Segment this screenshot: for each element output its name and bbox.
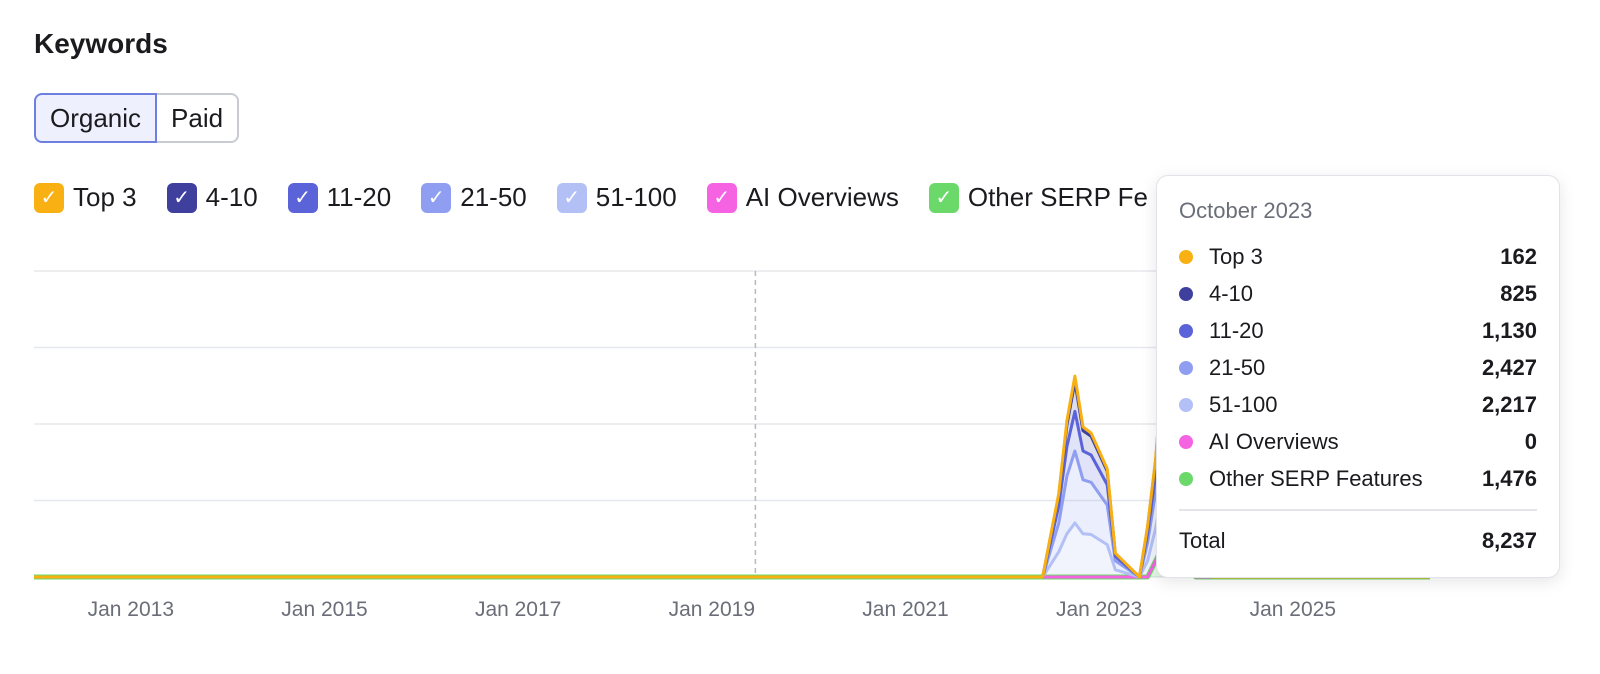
tooltip-row: AI Overviews 0 xyxy=(1179,423,1537,460)
legend-item-5[interactable]: ✓ AI Overviews xyxy=(706,182,899,213)
series-area xyxy=(34,444,1430,577)
legend-checkbox-icon[interactable]: ✓ xyxy=(928,182,959,213)
tooltip-row: 21-50 2,427 xyxy=(1179,349,1537,386)
tooltip-divider xyxy=(1179,509,1537,511)
organic-tab[interactable]: Organic xyxy=(34,93,158,143)
tooltip-series-value: 1,476 xyxy=(1481,465,1537,491)
x-tick-label: Jan 2013 xyxy=(88,598,174,621)
tooltip-date: October 2023 xyxy=(1179,198,1313,223)
page-title: Keywords xyxy=(34,28,168,59)
x-tick-label: Jan 2023 xyxy=(1056,598,1142,621)
series-dot-icon xyxy=(1179,471,1193,486)
x-tick-label: Jan 2015 xyxy=(281,598,367,621)
legend-item-1[interactable]: ✓ 4-10 xyxy=(166,182,258,213)
x-tick-label: Jan 2019 xyxy=(669,598,755,621)
legend-label: 11-20 xyxy=(326,182,392,212)
legend-label: 4-10 xyxy=(205,182,258,212)
series-dot-icon xyxy=(1179,434,1193,449)
tooltip-row: 11-20 1,130 xyxy=(1179,312,1537,349)
tooltip-total-label: Total xyxy=(1179,528,1226,553)
series-dot-icon xyxy=(1179,249,1193,264)
tooltip-series-name: Other SERP Features xyxy=(1209,465,1423,491)
tooltip-series-value: 2,427 xyxy=(1481,354,1537,380)
tooltip-series-name: 51-100 xyxy=(1209,391,1278,417)
x-tick-label: Jan 2025 xyxy=(1250,598,1336,621)
tooltip-series-value: 825 xyxy=(1500,280,1537,306)
legend-checkbox-icon[interactable]: ✓ xyxy=(421,182,452,213)
tooltip-row: 51-100 2,217 xyxy=(1179,386,1537,423)
tooltip-series-name: 21-50 xyxy=(1209,354,1266,380)
series-dot-icon xyxy=(1179,397,1193,412)
tooltip-series-value: 162 xyxy=(1500,243,1537,269)
tooltip-series-name: AI Overviews xyxy=(1209,428,1339,454)
tooltip-total-value: 8,237 xyxy=(1481,528,1537,553)
tooltip-series-value: 2,217 xyxy=(1481,391,1537,417)
chart-tooltip: October 2023 Top 3 162 4-10 825 11-20 1,130 21… xyxy=(1156,175,1560,578)
legend-checkbox-icon[interactable]: ✓ xyxy=(166,182,197,213)
legend-checkbox-icon[interactable]: ✓ xyxy=(287,182,318,213)
tooltip-row: Top 3 162 xyxy=(1179,238,1537,275)
legend-item-2[interactable]: ✓ 11-20 xyxy=(287,182,392,213)
tooltip-row: Other SERP Features 1,476 xyxy=(1179,460,1537,497)
legend-label: 21-50 xyxy=(460,182,527,212)
legend-label: AI Overviews xyxy=(745,182,899,212)
tooltip-row: 4-10 825 xyxy=(1179,275,1537,312)
tooltip-series-name: Top 3 xyxy=(1209,243,1263,269)
tooltip-series-name: 11-20 xyxy=(1209,317,1264,343)
legend-item-0[interactable]: ✓ Top 3 xyxy=(34,182,137,213)
tooltip-series-name: 4-10 xyxy=(1209,280,1254,306)
series-dot-icon xyxy=(1179,360,1193,375)
legend-checkbox-icon[interactable]: ✓ xyxy=(556,182,587,213)
series-area xyxy=(34,356,1430,577)
legend-item-6[interactable]: ✓ Other SERP Fe xyxy=(928,182,1149,213)
chart-legend: ✓ Top 3 ✓ 4-10 ✓ 11-20 ✓ 21-50 ✓ 51-100 ✓ AI Overvi… xyxy=(34,182,1178,213)
legend-checkbox-icon[interactable]: ✓ xyxy=(34,182,64,213)
x-tick-label: Jan 2021 xyxy=(862,598,948,621)
tooltip-total-row: Total 8,237 xyxy=(1179,521,1537,561)
tooltip-series-value: 0 xyxy=(1524,428,1537,454)
legend-label: Top 3 xyxy=(73,182,137,212)
legend-item-3[interactable]: ✓ 21-50 xyxy=(421,182,527,213)
legend-label: 51-100 xyxy=(595,182,677,212)
organic-paid-toggle: Organic Paid xyxy=(34,93,240,143)
x-tick-label: Jan 2017 xyxy=(475,598,561,621)
legend-label: Other SERP Fe xyxy=(967,182,1149,212)
series-dot-icon xyxy=(1179,323,1193,338)
legend-item-4[interactable]: ✓ 51-100 xyxy=(556,182,677,213)
tooltip-series-value: 1,130 xyxy=(1481,317,1537,343)
legend-checkbox-icon[interactable]: ✓ xyxy=(706,182,737,213)
series-dot-icon xyxy=(1179,286,1193,301)
paid-tab[interactable]: Paid xyxy=(157,93,240,143)
